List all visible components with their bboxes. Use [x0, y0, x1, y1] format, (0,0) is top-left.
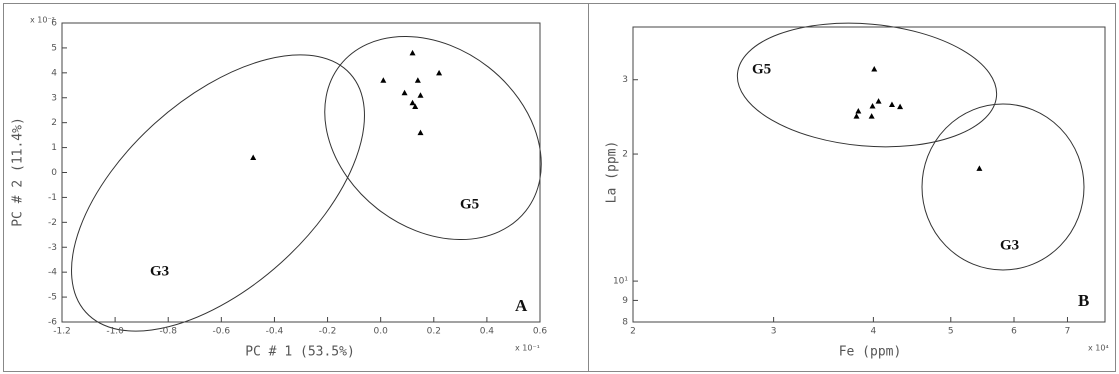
marker	[976, 165, 983, 171]
ellipse	[921, 103, 1085, 271]
plot-area	[61, 22, 541, 323]
panel-frame	[3, 3, 589, 372]
y-tick-label: 10¹	[613, 277, 628, 287]
x-multiplier: x 10⁴	[1088, 344, 1109, 353]
y-tick-label: -4	[48, 268, 57, 278]
y-tick-label: -1	[48, 193, 57, 203]
y-tick-label: -3	[48, 243, 57, 253]
y-tick-label: 0	[51, 168, 57, 178]
annotation: A	[515, 296, 528, 315]
annotation: G3	[150, 263, 169, 279]
x-tick-label: 0.0	[374, 327, 389, 337]
x-tick-label: 0.6	[533, 327, 548, 337]
annotation: B	[1078, 291, 1089, 310]
marker	[888, 101, 895, 108]
marker	[250, 154, 257, 161]
y-tick-label: 6	[51, 19, 57, 29]
marker	[436, 69, 443, 76]
x-tick-label: 0.2	[427, 327, 441, 337]
x-tick-label: -1.2	[53, 327, 71, 337]
marker	[868, 113, 875, 119]
marker	[409, 49, 416, 56]
y-axis-title: La (ppm)	[605, 141, 620, 204]
y-tick-label: 9	[622, 296, 628, 306]
x-tick-label: -0.4	[266, 327, 284, 337]
x-multiplier: x 10⁻¹	[515, 344, 540, 353]
y-tick-label: -6	[48, 318, 57, 328]
x-tick-label: -0.2	[319, 327, 337, 337]
marker	[380, 77, 387, 83]
y-axis-title: PC # 2 (11.4%)	[11, 117, 26, 227]
x-tick-label: -0.8	[159, 327, 177, 337]
marker	[869, 102, 876, 109]
y-tick-label: -2	[48, 218, 57, 228]
marker	[412, 103, 419, 109]
marker	[417, 129, 424, 136]
x-tick-label: 7	[1065, 327, 1071, 337]
x-tick-label: -1.0	[106, 327, 124, 337]
x-tick-label: 5	[948, 327, 954, 337]
y-tick-label: 3	[622, 75, 628, 85]
y-tick-label: 8	[622, 318, 628, 328]
marker	[414, 77, 421, 83]
x-axis-title: PC # 1 (53.5%)	[245, 345, 355, 360]
marker	[417, 92, 424, 98]
y-tick-label: 3	[51, 93, 57, 103]
marker	[853, 113, 860, 119]
x-axis-title: Fe (ppm)	[839, 345, 902, 360]
x-tick-label: 0.4	[480, 327, 495, 337]
annotation: G3	[1000, 237, 1019, 253]
x-tick-label: 4	[871, 327, 877, 337]
y-tick-label: 2	[622, 150, 628, 160]
y-multiplier: x 10⁻²	[30, 16, 55, 25]
x-tick-label: 6	[1011, 327, 1017, 337]
ellipse	[71, 54, 365, 332]
y-tick-label: 5	[51, 43, 57, 53]
x-tick-label: -0.6	[213, 327, 231, 337]
y-tick-label: 4	[51, 68, 57, 78]
marker	[855, 107, 862, 114]
annotation: G5	[460, 196, 479, 212]
x-tick-label: 3	[771, 327, 777, 337]
marker	[409, 99, 416, 106]
marker	[897, 103, 904, 110]
y-tick-label: -5	[48, 293, 57, 303]
marker	[875, 98, 882, 104]
annotation: G5	[752, 61, 771, 77]
panel-frame	[588, 3, 1116, 372]
x-tick-label: 2	[630, 327, 636, 337]
group-ellipses	[71, 22, 1085, 332]
ellipse	[324, 35, 542, 241]
marker	[871, 66, 878, 72]
marker	[401, 89, 408, 96]
y-tick-label: 1	[51, 143, 57, 153]
y-tick-label: 2	[51, 118, 57, 128]
plot-area	[632, 26, 1106, 323]
ellipse	[736, 22, 998, 148]
